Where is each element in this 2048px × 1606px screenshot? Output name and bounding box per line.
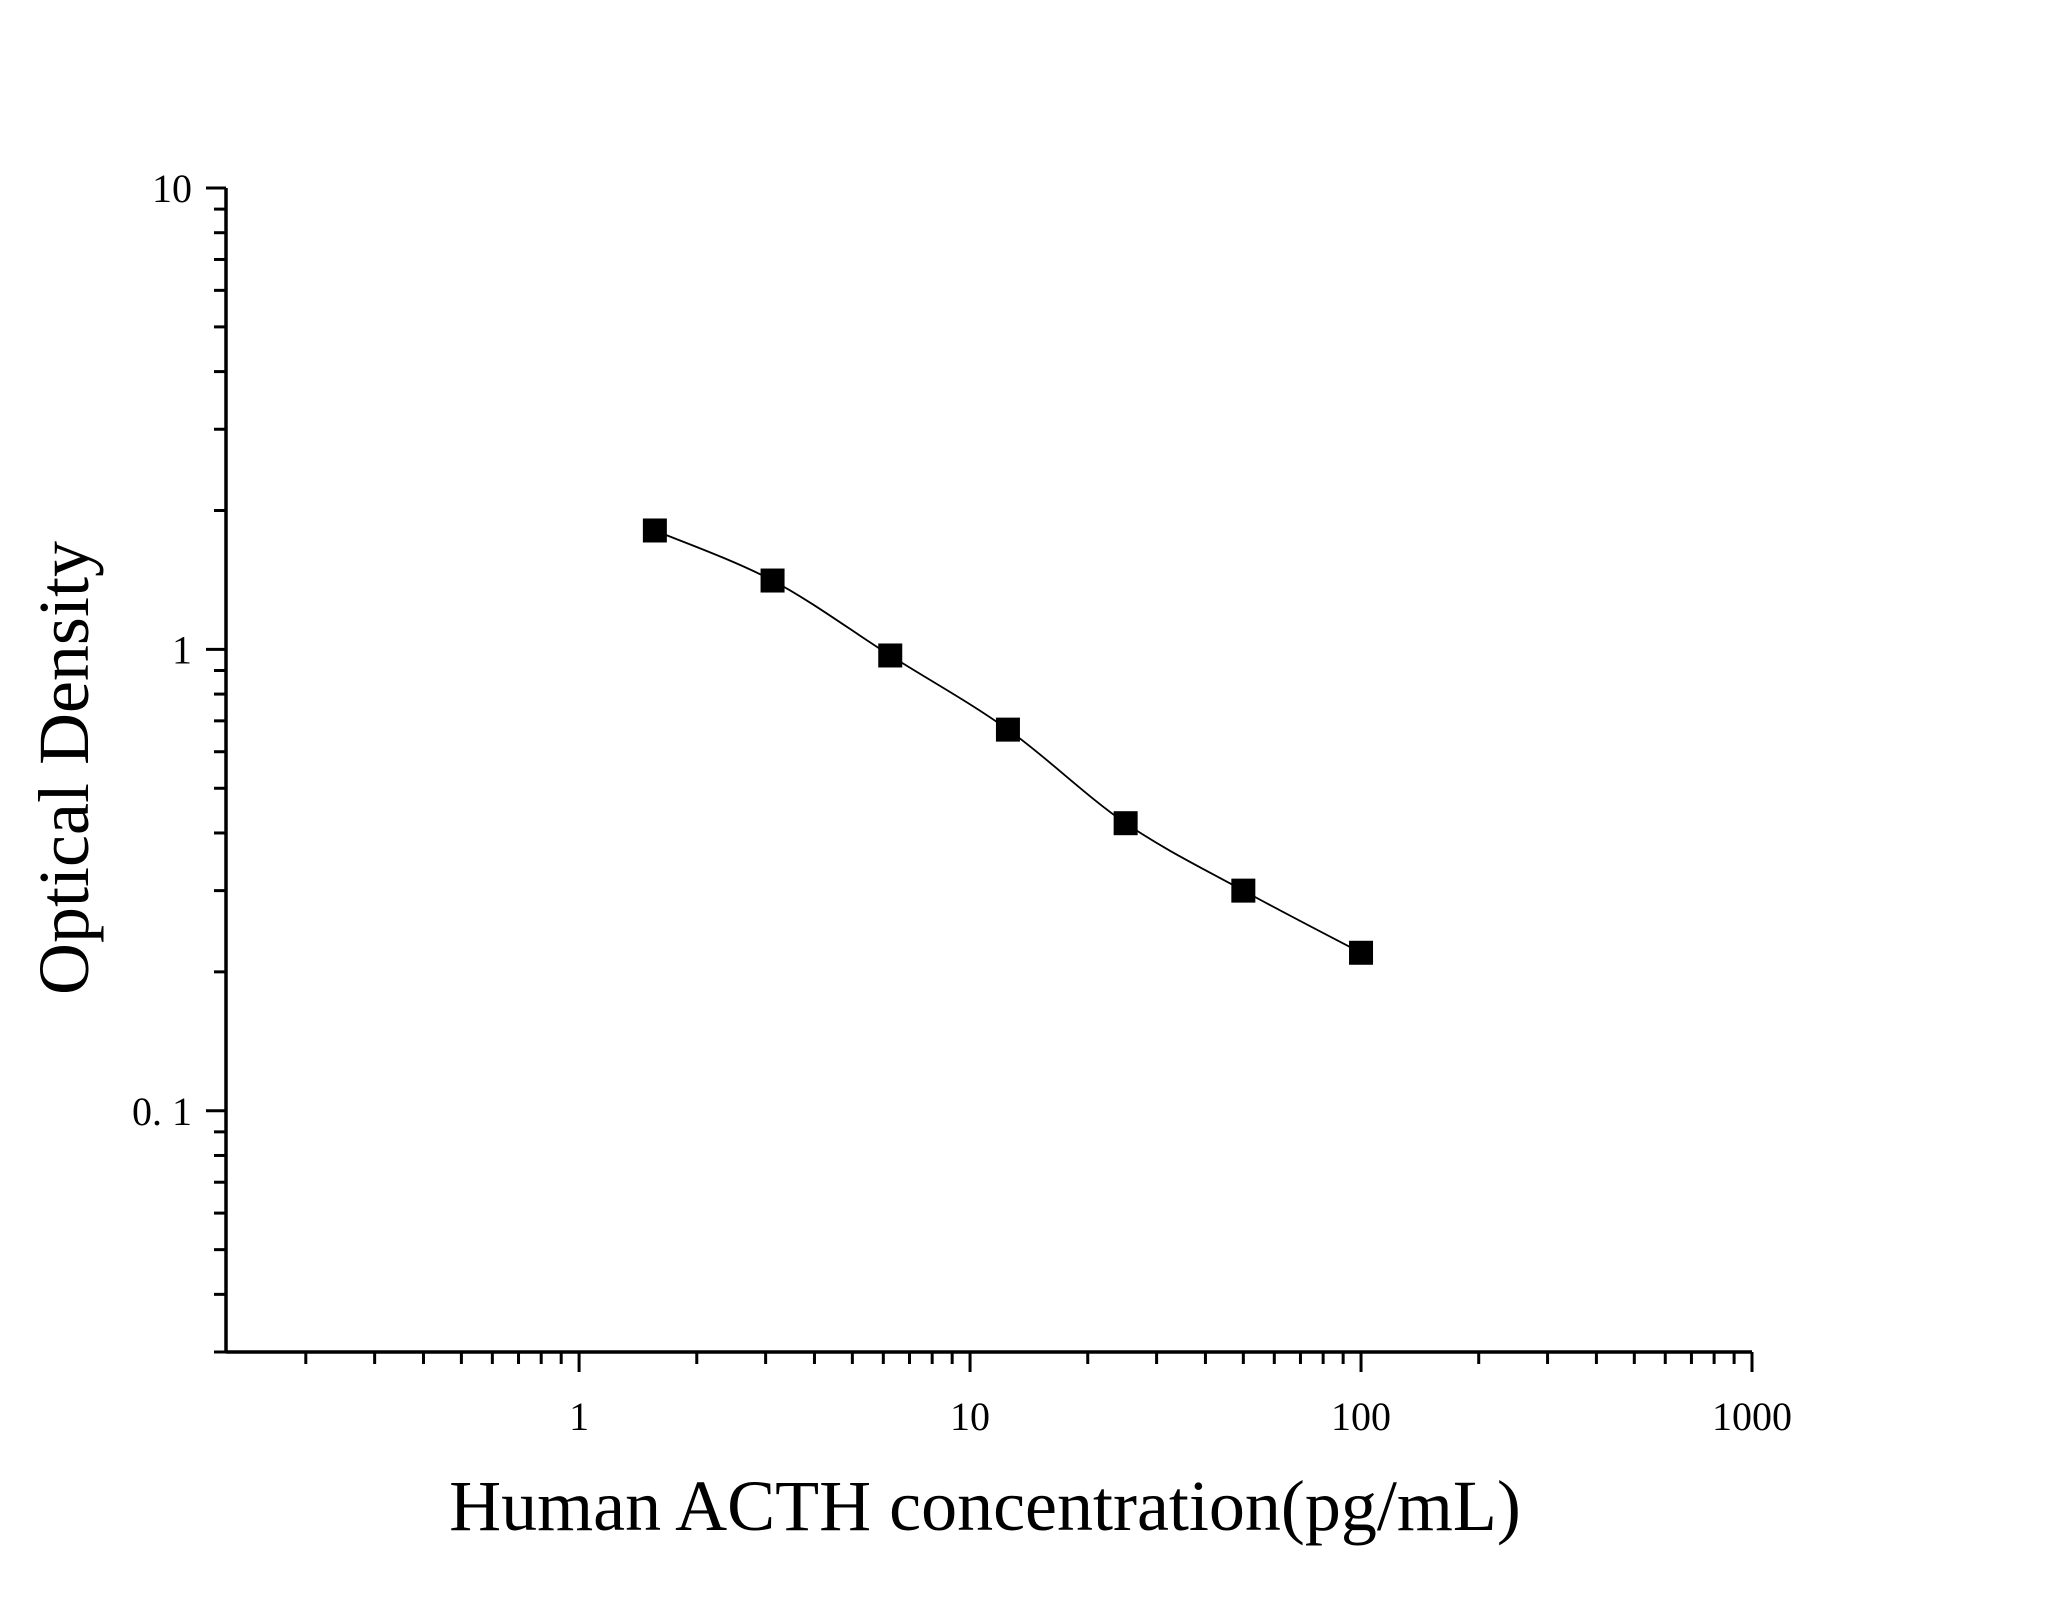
x-tick-label: 1000 (1712, 1394, 1792, 1439)
y-tick-label: 0. 1 (132, 1089, 192, 1134)
x-tick-label: 10 (950, 1394, 990, 1439)
x-tick-label: 1 (569, 1394, 589, 1439)
data-point (878, 643, 903, 668)
y-axis-title: Optical Density (24, 541, 104, 995)
ticks-layer (206, 186, 1754, 1372)
y-tick-label: 10 (152, 166, 192, 211)
x-tick-label: 100 (1331, 1394, 1391, 1439)
data-point (760, 568, 785, 593)
data-point (995, 717, 1020, 742)
data-point (1231, 878, 1256, 903)
data-point (1113, 811, 1138, 836)
x-axis-title: Human ACTH concentration(pg/mL) (449, 1466, 1521, 1546)
data-point (642, 518, 667, 543)
data-point (1349, 940, 1374, 965)
y-tick-label: 1 (172, 627, 192, 672)
marker-layer (642, 518, 1374, 965)
tick-label-layer: 1 10 100 1000 0. 1 1 10 (132, 166, 1792, 1439)
